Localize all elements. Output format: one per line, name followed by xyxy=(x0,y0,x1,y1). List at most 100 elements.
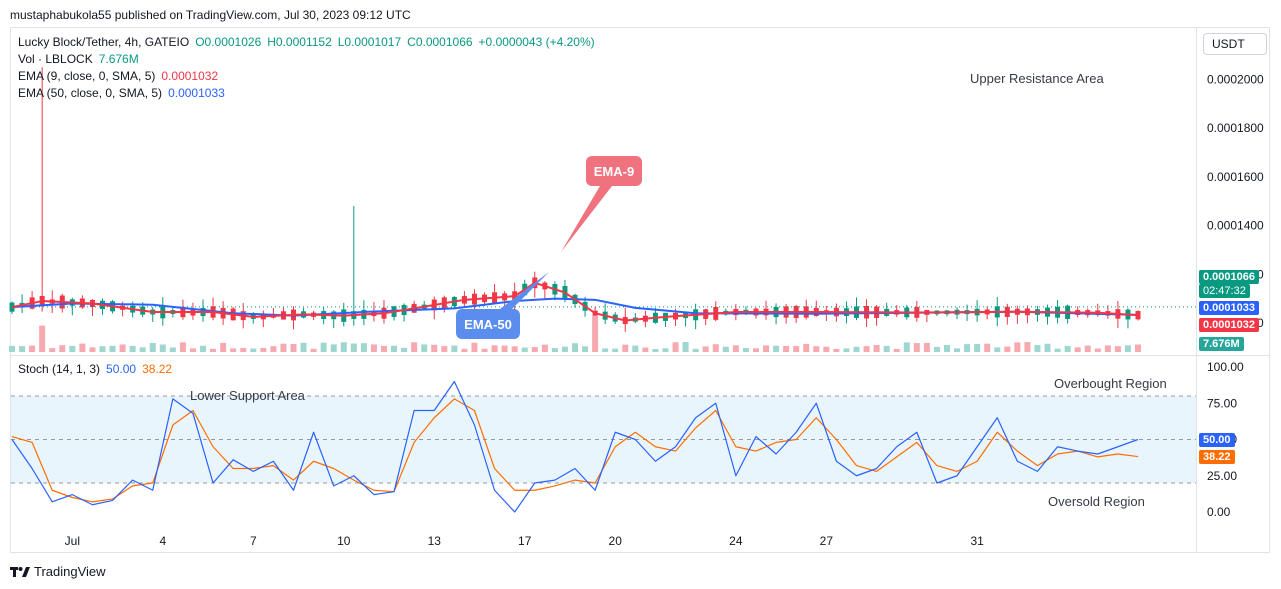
ema50-price-tag: 0.0001033 xyxy=(1199,301,1259,315)
time-axis-label: 13 xyxy=(428,534,442,548)
volume-bar xyxy=(391,345,398,352)
volume-bar xyxy=(189,348,196,352)
volume-bar xyxy=(994,347,1001,352)
ohlc-legend: Lucky Block/Tether, 4h, GATEIO O0.0001026… xyxy=(18,35,601,49)
stoch-axis-label: 75.00 xyxy=(1207,396,1237,410)
volume-bar xyxy=(873,344,880,352)
volume-bar xyxy=(712,344,719,352)
ema50-label[interactable]: EMA (50, close, 0, SMA, 5) xyxy=(18,86,163,100)
currency-button[interactable]: USDT xyxy=(1203,33,1267,55)
volume-bar xyxy=(471,342,478,352)
volume-bar xyxy=(984,343,991,352)
price-axis-label: 0.0002000 xyxy=(1207,72,1264,86)
volume-bar xyxy=(732,345,739,352)
volume-bar xyxy=(954,348,961,352)
price-axis-label: 0.0001400 xyxy=(1207,219,1264,233)
ema50-value: 0.0001033 xyxy=(168,86,225,100)
volume-bar xyxy=(612,348,619,352)
volume-bar xyxy=(923,342,930,352)
volume-bar xyxy=(1104,345,1111,352)
volume-bar xyxy=(310,348,317,352)
time-axis-label: 17 xyxy=(518,534,532,548)
volume-bar xyxy=(1004,346,1011,352)
volume-bar xyxy=(79,343,86,352)
volume-bar xyxy=(602,348,609,352)
volume-bar xyxy=(1135,344,1141,352)
volume-bar xyxy=(491,345,498,352)
volume-bar xyxy=(280,343,287,352)
ema9-value: 0.0001032 xyxy=(161,69,219,83)
volume-bar xyxy=(1114,346,1121,352)
volume-bar xyxy=(179,342,186,352)
volume-bar xyxy=(129,345,136,352)
volume-bar xyxy=(652,348,659,352)
ema50-callout: EMA-50 xyxy=(456,309,520,339)
stoch-k-tag: 50.00 xyxy=(1199,433,1235,447)
volume-bar xyxy=(99,346,106,352)
volume-bar xyxy=(411,342,418,352)
volume-bar xyxy=(461,348,468,352)
countdown-tag: 02:47:32 xyxy=(1199,284,1250,298)
publisher-line: mustaphabukola55 published on TradingVie… xyxy=(10,8,411,22)
volume-bar xyxy=(903,342,910,352)
ema50-callout-pointer xyxy=(500,272,549,309)
time-axis-label: 7 xyxy=(250,534,257,548)
volume-bar xyxy=(863,346,870,352)
ema9-price-tag: 0.0001032 xyxy=(1199,318,1259,332)
chart-frame xyxy=(10,27,1270,553)
stoch-axis-label: 0.00 xyxy=(1207,505,1231,519)
time-axis-label: 20 xyxy=(609,534,623,548)
upper-resistance-label: Upper Resistance Area xyxy=(970,71,1104,86)
volume-bar xyxy=(159,344,166,352)
price-axis-divider xyxy=(1196,28,1197,553)
volume-bar xyxy=(29,345,36,352)
volume-bar xyxy=(210,348,217,352)
volume-bar xyxy=(913,343,920,352)
stoch-d-line xyxy=(11,398,1139,503)
stoch-k-value: 50.00 xyxy=(106,362,137,376)
stoch-label[interactable]: Stoch (14, 1, 3) xyxy=(18,362,101,376)
volume-value: 7.676M xyxy=(98,52,139,66)
open-value: O0.0001026 xyxy=(195,35,262,49)
volume-legend: Vol · LBLOCK 7.676M xyxy=(18,52,145,66)
volume-bar xyxy=(320,342,327,352)
volume-bar xyxy=(401,347,408,352)
time-axis-label: 24 xyxy=(729,534,743,548)
volume-bar xyxy=(823,346,830,352)
volume-bar xyxy=(541,344,548,352)
volume-bar xyxy=(511,346,518,352)
volume-bar xyxy=(481,348,488,352)
volume-bar xyxy=(803,343,810,352)
volume-bar xyxy=(230,348,237,352)
volume-bar xyxy=(1124,345,1131,352)
volume-bar xyxy=(662,348,669,352)
volume-bar xyxy=(39,325,46,352)
volume-bar xyxy=(250,348,257,352)
change-value: +0.0000043 (+4.20%) xyxy=(478,35,595,49)
time-axis-label: Jul xyxy=(65,534,80,548)
volume-bar xyxy=(290,343,297,352)
time-axis-label: 27 xyxy=(820,534,834,548)
volume-bar xyxy=(270,346,277,352)
volume-bar xyxy=(793,346,800,352)
volume-bar xyxy=(642,347,649,352)
volume-label[interactable]: Vol · LBLOCK xyxy=(18,52,93,66)
volume-bar xyxy=(672,342,679,352)
volume-bar xyxy=(1034,345,1041,352)
symbol-label[interactable]: Lucky Block/Tether, 4h, GATEIO xyxy=(18,35,190,49)
stoch-legend: Stoch (14, 1, 3) 50.00 38.22 xyxy=(18,362,178,376)
volume-bar xyxy=(722,346,729,352)
volume-bar xyxy=(350,343,357,352)
volume-bar xyxy=(692,348,699,352)
volume-bar xyxy=(632,345,639,352)
ema9-label[interactable]: EMA (9, close, 0, SMA, 5) xyxy=(18,69,156,83)
pane-divider[interactable] xyxy=(10,355,1270,356)
volume-bar xyxy=(109,345,116,352)
volume-bar xyxy=(300,342,307,352)
time-axis-label: 10 xyxy=(337,534,351,548)
tradingview-brand[interactable]: TradingView xyxy=(10,564,106,579)
volume-bar xyxy=(169,347,176,352)
tradingview-logo-icon xyxy=(10,566,30,577)
volume-bar xyxy=(551,348,558,352)
volume-bar xyxy=(1064,345,1071,352)
